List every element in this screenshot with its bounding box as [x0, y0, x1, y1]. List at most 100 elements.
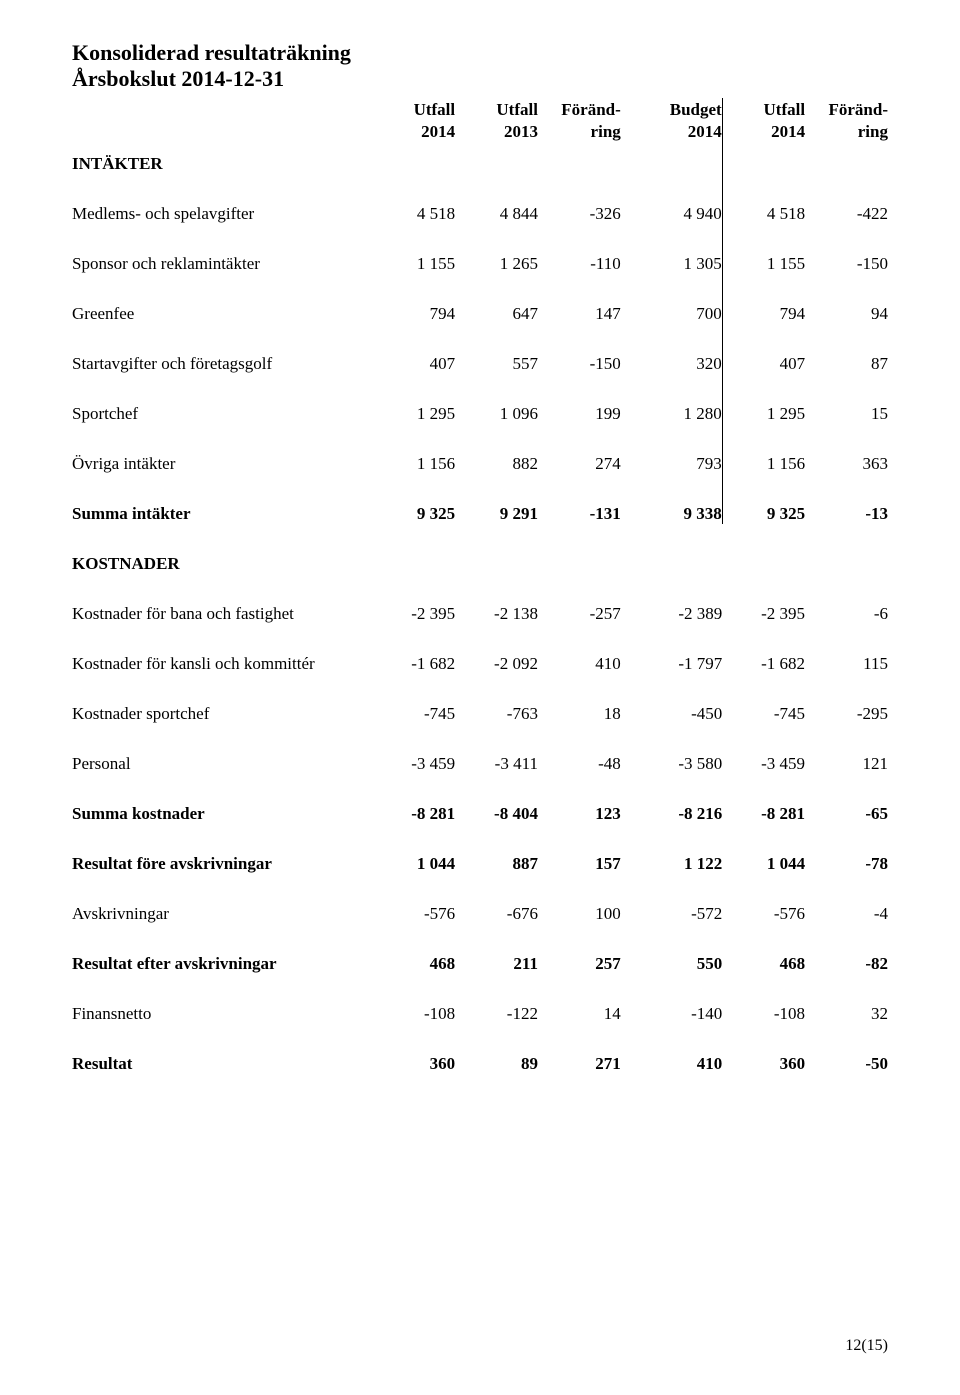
cell: -6	[805, 574, 888, 624]
cell: 9 325	[722, 474, 805, 524]
cell: -2 138	[455, 574, 538, 624]
table-row: Sportchef 1 295 1 096 199 1 280 1 295 15	[72, 374, 888, 424]
cell: 550	[639, 924, 722, 974]
cell: 647	[455, 274, 538, 324]
table-row: Avskrivningar -576 -676 100 -572 -576 -4	[72, 874, 888, 924]
cell: 468	[722, 924, 805, 974]
cell: 407	[372, 324, 455, 374]
cell: -2 395	[372, 574, 455, 624]
cell: -131	[538, 474, 621, 524]
row-label: Medlems- och spelavgifter	[72, 174, 372, 224]
row-label: Resultat före avskrivningar	[72, 824, 372, 874]
hdr-forand-a-top: Föränd-	[538, 98, 621, 120]
cell: 4 518	[372, 174, 455, 224]
table-row: Resultat före avskrivningar 1 044 887 15…	[72, 824, 888, 874]
hdr-2014-c: 2014	[722, 120, 805, 142]
cell: 199	[538, 374, 621, 424]
cell: -4	[805, 874, 888, 924]
row-label: Personal	[72, 724, 372, 774]
table-row: Kostnader för bana och fastighet -2 395 …	[72, 574, 888, 624]
table-row: Resultat efter avskrivningar 468 211 257…	[72, 924, 888, 974]
cell: 360	[722, 1024, 805, 1074]
table-row: Summa intäkter 9 325 9 291 -131 9 338 9 …	[72, 474, 888, 524]
cell: 257	[538, 924, 621, 974]
row-label: Startavgifter och företagsgolf	[72, 324, 372, 374]
cell: 794	[372, 274, 455, 324]
cell: 320	[639, 324, 722, 374]
cell: 147	[538, 274, 621, 324]
cell: 557	[455, 324, 538, 374]
cell: 4 518	[722, 174, 805, 224]
cell: -3 459	[722, 724, 805, 774]
cell: -108	[372, 974, 455, 1024]
cell: 1 044	[372, 824, 455, 874]
cell: -50	[805, 1024, 888, 1074]
title-line-2: Årsbokslut 2014-12-31	[72, 66, 888, 92]
row-label: Sportchef	[72, 374, 372, 424]
cell: 4 844	[455, 174, 538, 224]
page-number: 12(15)	[845, 1337, 888, 1355]
cell: -78	[805, 824, 888, 874]
cell: 1 305	[639, 224, 722, 274]
hdr-utfall-c: Utfall	[722, 98, 805, 120]
cell: 410	[639, 1024, 722, 1074]
cell: 360	[372, 1024, 455, 1074]
row-label: Resultat efter avskrivningar	[72, 924, 372, 974]
cell: -8 281	[372, 774, 455, 824]
cell: 115	[805, 624, 888, 674]
cell: 794	[722, 274, 805, 324]
hdr-budget: Budget	[639, 98, 722, 120]
cell: 1 156	[722, 424, 805, 474]
cell: 887	[455, 824, 538, 874]
table-row: Kostnader sportchef -745 -763 18 -450 -7…	[72, 674, 888, 724]
hdr-utfall-a: Utfall	[372, 98, 455, 120]
hdr-forand-b-bot: ring	[805, 120, 888, 142]
cell: 15	[805, 374, 888, 424]
row-label: Kostnader sportchef	[72, 674, 372, 724]
hdr-2014-b: 2014	[639, 120, 722, 142]
table-row: Startavgifter och företagsgolf 407 557 -…	[72, 324, 888, 374]
cell: -3 580	[639, 724, 722, 774]
cell: 700	[639, 274, 722, 324]
cell: 1 295	[722, 374, 805, 424]
hdr-forand-a-bot: ring	[538, 120, 621, 142]
cell: 121	[805, 724, 888, 774]
row-label: Övriga intäkter	[72, 424, 372, 474]
cell: 410	[538, 624, 621, 674]
cell: -65	[805, 774, 888, 824]
hdr-2013: 2013	[455, 120, 538, 142]
row-label: Kostnader för kansli och kommittér	[72, 624, 372, 674]
hdr-utfall-b: Utfall	[455, 98, 538, 120]
row-label: Greenfee	[72, 274, 372, 324]
cell: 271	[538, 1024, 621, 1074]
cell: -572	[639, 874, 722, 924]
table-row: Finansnetto -108 -122 14 -140 -108 32	[72, 974, 888, 1024]
section-intakter: INTÄKTER	[72, 142, 372, 174]
cell: -745	[722, 674, 805, 724]
cell: -576	[722, 874, 805, 924]
table-row: Personal -3 459 -3 411 -48 -3 580 -3 459…	[72, 724, 888, 774]
cell: -576	[372, 874, 455, 924]
row-label: Resultat	[72, 1024, 372, 1074]
cell: -2 389	[639, 574, 722, 624]
cell: -8 404	[455, 774, 538, 824]
cell: 87	[805, 324, 888, 374]
cell: 4 940	[639, 174, 722, 224]
income-statement-table: Utfall Utfall Föränd- Budget Utfall Förä…	[72, 98, 888, 1074]
cell: -13	[805, 474, 888, 524]
cell: -150	[538, 324, 621, 374]
cell: 882	[455, 424, 538, 474]
row-label: Sponsor och reklamintäkter	[72, 224, 372, 274]
cell: -763	[455, 674, 538, 724]
hdr-forand-b-top: Föränd-	[805, 98, 888, 120]
cell: -295	[805, 674, 888, 724]
cell: 32	[805, 974, 888, 1024]
cell: 1 280	[639, 374, 722, 424]
cell: 100	[538, 874, 621, 924]
cell: 793	[639, 424, 722, 474]
cell: -3 411	[455, 724, 538, 774]
cell: 1 295	[372, 374, 455, 424]
cell: -3 459	[372, 724, 455, 774]
cell: -422	[805, 174, 888, 224]
table-row: Greenfee 794 647 147 700 794 94	[72, 274, 888, 324]
